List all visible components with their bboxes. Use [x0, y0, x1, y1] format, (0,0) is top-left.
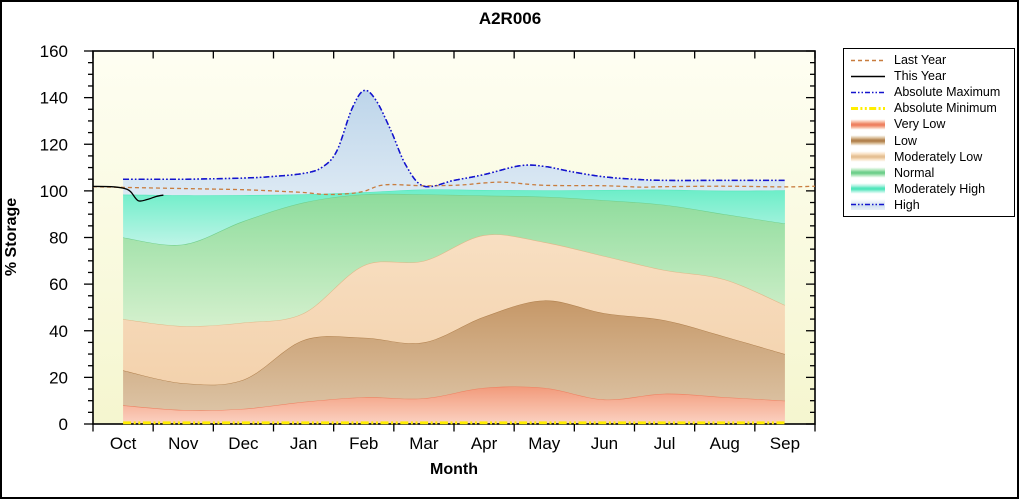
- y-tick-label: 140: [40, 89, 68, 108]
- x-tick-label-mar: Mar: [409, 434, 439, 453]
- legend-item-moderately-high: Moderately High: [844, 181, 1014, 197]
- band-very-low: [123, 386, 785, 424]
- legend-swatch-absolute-maximum: [851, 87, 885, 98]
- x-tick-label-feb: Feb: [349, 434, 378, 453]
- legend-swatch-high: [851, 199, 885, 211]
- band-low: [123, 300, 785, 411]
- band-normal: [123, 193, 785, 327]
- series-this-year: [92, 185, 164, 202]
- y-tick-label: 20: [49, 368, 68, 387]
- x-tick-label-dec: Dec: [228, 434, 259, 453]
- x-tick-label-jan: Jan: [290, 434, 317, 453]
- legend-item-absolute-minimum: Absolute Minimum: [844, 100, 1014, 116]
- legend-swatch-normal: [851, 167, 885, 179]
- x-tick-label-may: May: [528, 434, 561, 453]
- legend-label: Normal: [894, 165, 935, 180]
- legend-label: Moderately Low: [894, 149, 983, 164]
- legend: Last Year This Year Absolute Maximum Absolu…: [843, 48, 1015, 217]
- legend-item-very-low: Very Low: [844, 116, 1014, 132]
- legend-label: Moderately High: [894, 181, 986, 196]
- legend-swatch-moderately-high: [851, 183, 885, 195]
- legend-label: Absolute Minimum: [894, 101, 997, 116]
- legend-swatch-absolute-minimum: [851, 103, 885, 114]
- x-axis-title: Month: [430, 461, 478, 478]
- legend-item-low: Low: [844, 132, 1014, 148]
- x-tick-label-sep: Sep: [770, 434, 800, 453]
- legend-item-normal: Normal: [844, 165, 1014, 181]
- band-top-line-normal: [123, 193, 786, 246]
- legend-label: High: [894, 197, 920, 212]
- legend-label: Low: [894, 133, 917, 148]
- x-tick-label-apr: Apr: [471, 434, 498, 453]
- y-tick-label: 60: [49, 275, 68, 294]
- y-tick-label: 40: [49, 322, 68, 341]
- y-tick-label: 80: [49, 229, 68, 248]
- x-tick-label-nov: Nov: [168, 434, 199, 453]
- legend-item-absolute-maximum: Absolute Maximum: [844, 84, 1014, 100]
- legend-item-moderately-low: Moderately Low: [844, 149, 1014, 165]
- x-tick-label-aug: Aug: [710, 434, 740, 453]
- legend-label: Very Low: [894, 117, 946, 132]
- band-moderately-high: [123, 189, 785, 246]
- legend-label: Last Year: [894, 53, 947, 68]
- x-tick-label-oct: Oct: [110, 434, 137, 453]
- legend-item-this-year: This Year: [844, 68, 1014, 84]
- legend-swatch-low: [851, 135, 885, 147]
- y-tick-label: 120: [40, 135, 68, 154]
- band-moderately-low: [123, 234, 785, 385]
- chart-title: A2R006: [478, 9, 542, 28]
- legend-item-high: High: [844, 197, 1014, 213]
- legend-label: Absolute Maximum: [894, 85, 1001, 100]
- legend-item-last-year: Last Year: [844, 52, 1014, 68]
- legend-swatch-very-low: [851, 118, 885, 130]
- y-tick-label: 160: [40, 42, 68, 61]
- x-tick-label-jul: Jul: [654, 434, 676, 453]
- y-tick-label: 0: [59, 415, 68, 434]
- band-high: [123, 90, 785, 196]
- legend-swatch-this-year: [851, 71, 885, 82]
- x-tick-label-jun: Jun: [591, 434, 618, 453]
- y-axis-title: % Storage: [3, 197, 20, 277]
- legend-swatch-last-year: [851, 55, 885, 66]
- legend-swatch-moderately-low: [851, 151, 885, 163]
- series-absolute-maximum: [123, 89, 785, 188]
- y-tick-label: 100: [40, 182, 68, 201]
- legend-label: This Year: [894, 69, 947, 84]
